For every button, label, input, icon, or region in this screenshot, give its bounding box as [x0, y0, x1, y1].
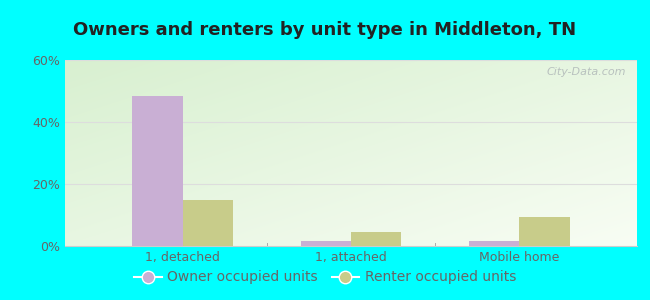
Bar: [469, 241, 519, 246]
Legend: Owner occupied units, Renter occupied units: Owner occupied units, Renter occupied un…: [128, 265, 522, 290]
Bar: [300, 241, 351, 246]
Bar: [519, 217, 569, 246]
Bar: [133, 96, 183, 246]
Text: Owners and renters by unit type in Middleton, TN: Owners and renters by unit type in Middl…: [73, 21, 577, 39]
Bar: [183, 200, 233, 246]
Text: City-Data.com: City-Data.com: [546, 68, 625, 77]
Bar: [351, 232, 402, 246]
